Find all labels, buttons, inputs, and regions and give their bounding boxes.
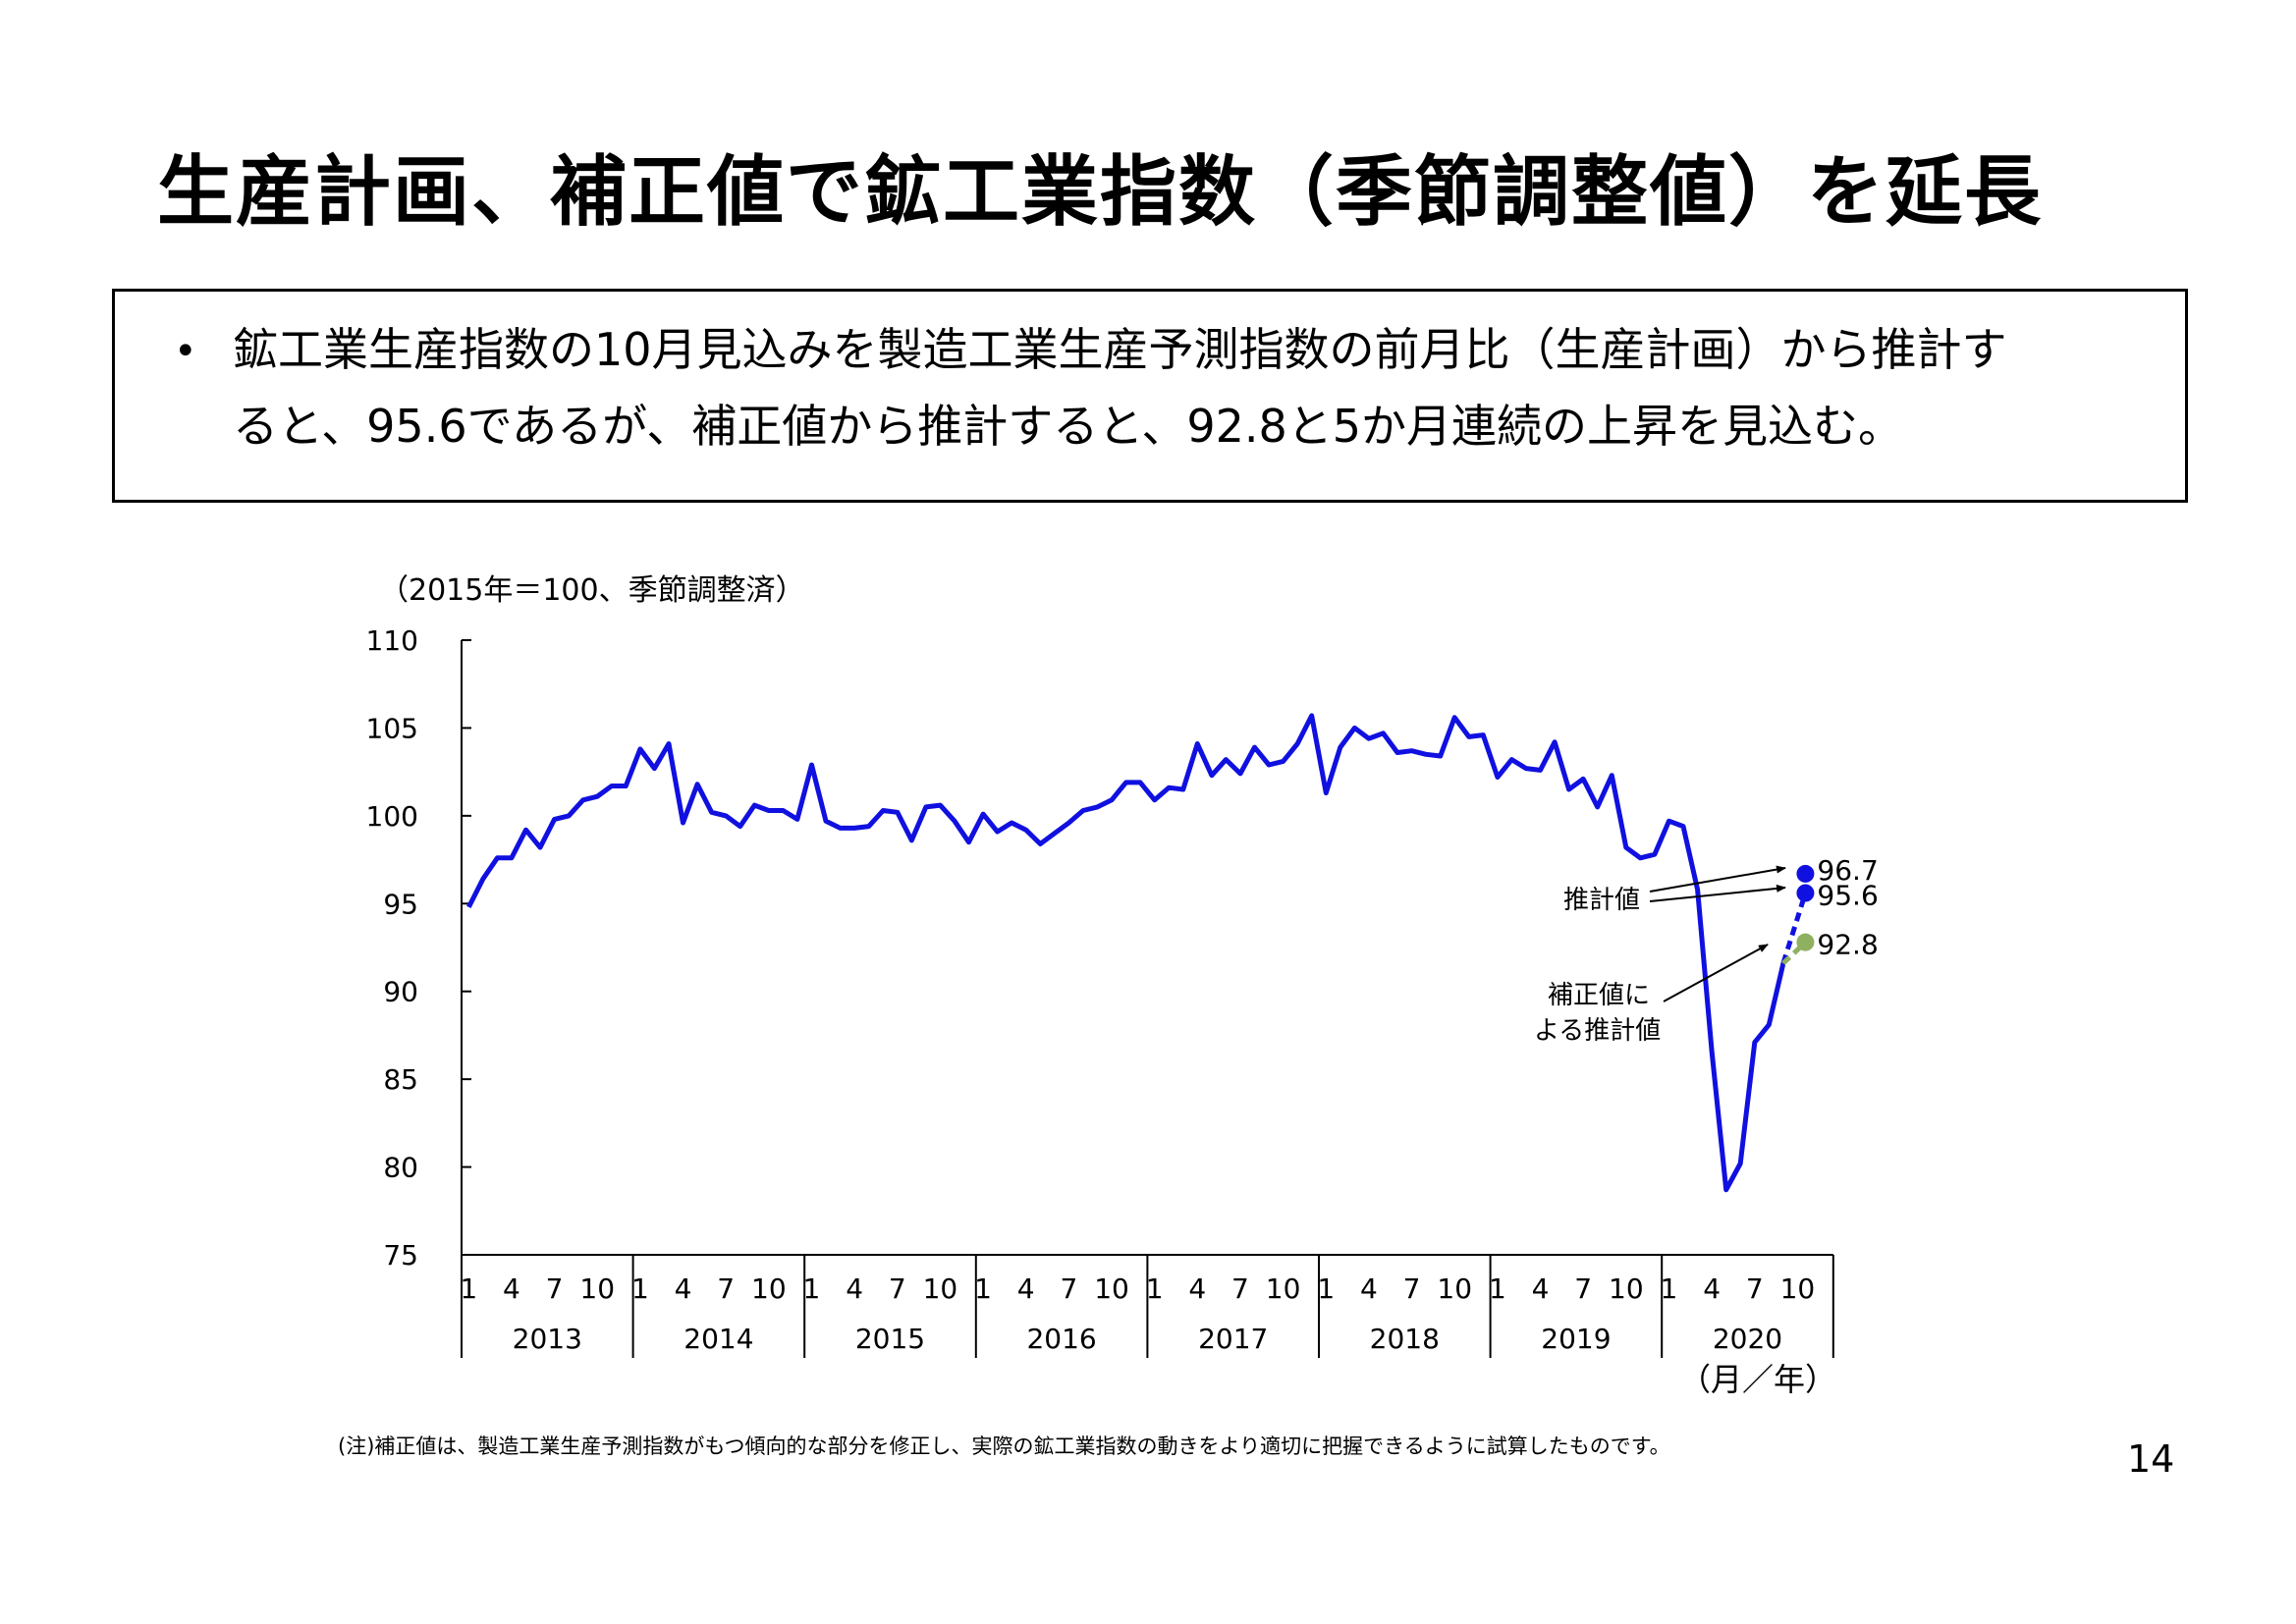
y-tick-label: 90	[383, 976, 418, 1008]
page-title: 生産計画、補正値で鉱工業指数（季節調整値）を延長	[157, 148, 2044, 237]
month-tick-label: 10	[1437, 1272, 1472, 1305]
y-tick-label: 95	[383, 888, 418, 920]
summary-line-2: ると、95.6であるが、補正値から推計すると、92.8と5か月連続の上昇を見込む…	[233, 400, 1904, 453]
year-label: 2015	[855, 1323, 925, 1355]
month-tick-label: 1	[1317, 1272, 1335, 1305]
series-line	[466, 713, 1786, 1193]
year-label: 2013	[513, 1323, 582, 1355]
y-tick-label: 110	[366, 624, 418, 657]
summary-box: • 鉱工業生産指数の10月見込みを製造工業生産予測指数の前月比（生産計画）から推…	[112, 289, 2188, 503]
month-tick-label: 7	[1231, 1272, 1249, 1305]
month-tick-label: 7	[717, 1272, 735, 1305]
month-tick-label: 10	[751, 1272, 787, 1305]
month-tick-label: 10	[579, 1272, 615, 1305]
estimate-dash-line	[1781, 940, 1808, 965]
estimate-point	[1796, 933, 1815, 951]
month-tick-label: 1	[1661, 1272, 1678, 1305]
x-unit-label: （月／年）	[1679, 1361, 1837, 1398]
chart-estimates: 96.795.6 92.8	[1780, 854, 1879, 965]
estimate-point	[1796, 864, 1815, 883]
y-tick-label: 85	[383, 1063, 418, 1096]
year-label: 2019	[1541, 1323, 1611, 1355]
month-tick-label: 7	[1574, 1272, 1592, 1305]
estimate-value-label: 95.6	[1817, 880, 1878, 912]
y-tick-label: 105	[366, 712, 418, 744]
year-label: 2020	[1713, 1323, 1782, 1355]
month-tick-label: 10	[923, 1272, 958, 1305]
month-tick-label: 4	[675, 1272, 692, 1305]
year-label: 2018	[1370, 1323, 1440, 1355]
month-tick-label: 1	[974, 1272, 992, 1305]
annotation-arrow	[1663, 944, 1769, 1002]
y-tick-label: 100	[366, 800, 418, 833]
annotation-arrow	[1649, 865, 1786, 893]
bullet-icon: •	[174, 329, 197, 374]
month-tick-label: 1	[803, 1272, 821, 1305]
summary-line-1: 鉱工業生産指数の10月見込みを製造工業生産予測指数の前月比（生産計画）から推計す	[233, 323, 2007, 376]
month-tick-label: 1	[1489, 1272, 1506, 1305]
month-tick-label: 7	[1403, 1272, 1421, 1305]
month-tick-label: 1	[460, 1272, 477, 1305]
month-tick-label: 10	[1780, 1272, 1816, 1305]
month-tick-label: 1	[631, 1272, 649, 1305]
month-tick-label: 4	[1532, 1272, 1550, 1305]
estimate-dash-line	[1780, 892, 1808, 964]
month-tick-label: 4	[1188, 1272, 1206, 1305]
annotation-estimate: 推計値	[1563, 886, 1640, 915]
estimate-point	[1796, 884, 1815, 902]
estimate-value-label: 92.8	[1817, 929, 1878, 961]
annotation-arrow	[1649, 884, 1786, 902]
y-unit-label: （2015年＝100、季節調整済）	[379, 573, 805, 608]
month-tick-label: 7	[546, 1272, 564, 1305]
month-tick-label: 10	[1609, 1272, 1644, 1305]
year-label: 2014	[683, 1323, 753, 1355]
page-number: 14	[2127, 1437, 2175, 1481]
month-tick-label: 4	[1360, 1272, 1378, 1305]
month-tick-label: 4	[1703, 1272, 1721, 1305]
year-label: 2016	[1026, 1323, 1096, 1355]
y-tick-label: 80	[383, 1152, 418, 1184]
month-tick-label: 7	[1060, 1272, 1077, 1305]
year-label: 2017	[1198, 1323, 1268, 1355]
estimate-value-label: 96.7	[1817, 854, 1878, 887]
month-tick-label: 10	[1266, 1272, 1301, 1305]
annotation-adjusted-line-2: よる推計値	[1534, 1016, 1661, 1046]
month-tick-label: 4	[503, 1272, 520, 1305]
month-tick-label: 10	[1094, 1272, 1129, 1305]
chart-series	[466, 713, 1786, 1193]
footnote: (注)補正値は、製造工業生産予測指数がもつ傾向的な部分を修正し、実際の鉱工業指数…	[338, 1435, 1670, 1458]
month-tick-label: 4	[846, 1272, 863, 1305]
annotation-adjusted-line-1: 補正値に	[1548, 981, 1650, 1010]
month-tick-label: 7	[889, 1272, 906, 1305]
month-tick-label: 4	[1017, 1272, 1035, 1305]
month-tick-label: 7	[1746, 1272, 1764, 1305]
month-tick-label: 1	[1146, 1272, 1164, 1305]
y-tick-label: 75	[383, 1239, 418, 1272]
